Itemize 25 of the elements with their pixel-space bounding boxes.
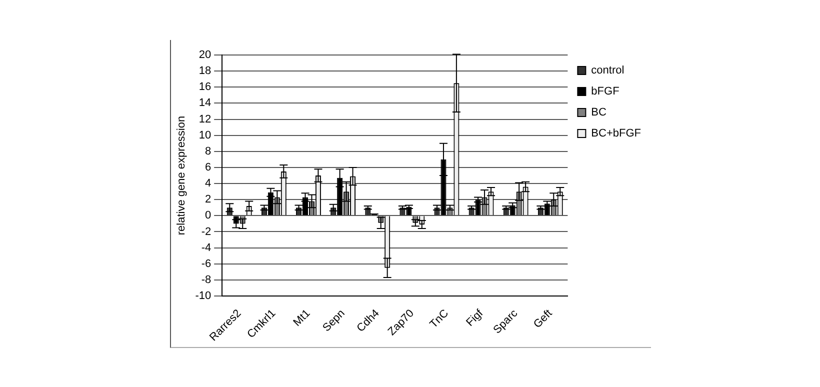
y-axis-title: relative gene expression: [176, 116, 188, 236]
y-tick-label: 2: [204, 194, 212, 206]
y-tick-label: 6: [204, 162, 212, 174]
legend-label: control: [591, 64, 624, 77]
y-tick-label: -6: [201, 258, 212, 270]
legend-label: BC: [591, 106, 607, 119]
y-tick-label: -10: [195, 290, 212, 302]
x-tick-label: Figf: [464, 306, 486, 329]
legend-label: BC+bFGF: [591, 128, 642, 140]
y-tick-label: 4: [204, 178, 212, 190]
y-tick-label: 16: [198, 81, 212, 94]
x-tick-label: TnC: [428, 307, 452, 331]
y-tick-label: 18: [198, 65, 212, 78]
y-tick-label: -8: [201, 274, 212, 286]
y-tick-label: -4: [201, 242, 212, 254]
y-tick-label: 14: [198, 97, 212, 110]
legend-label: bFGF: [591, 86, 620, 98]
x-tick-label: Mt1: [291, 307, 313, 329]
y-tick-label: 20: [198, 49, 212, 62]
y-tick-label: -2: [201, 226, 212, 238]
x-tick-label: Geft: [531, 307, 555, 331]
y-tick-label: 10: [198, 129, 212, 142]
y-tick-label: 12: [198, 113, 212, 126]
y-tick-label: 8: [204, 145, 212, 158]
y-tick-label: 0: [204, 210, 212, 222]
